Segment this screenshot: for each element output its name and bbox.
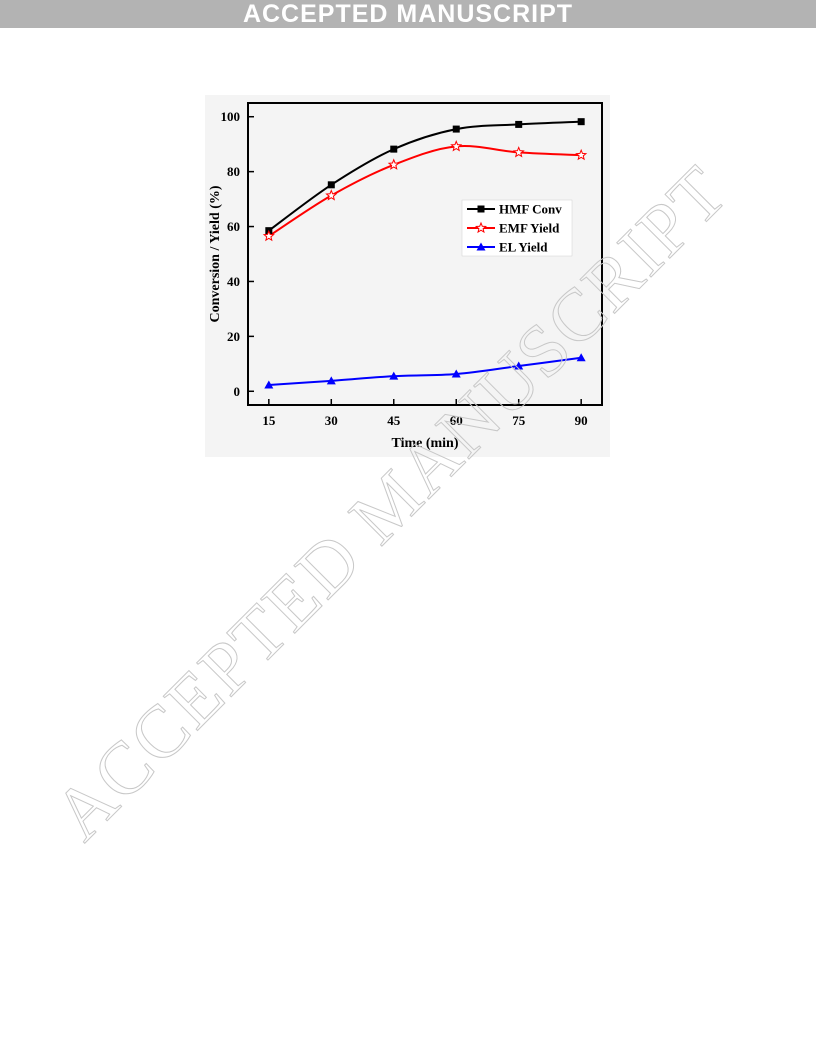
legend-label: HMF Conv [499, 202, 562, 217]
el-yield-point [514, 361, 524, 370]
y-tick-label: 20 [227, 329, 240, 344]
y-tick-label: 0 [234, 384, 241, 399]
emf-yield-point [575, 148, 588, 161]
y-tick-label: 60 [227, 219, 240, 234]
hmf-conv-legend-marker [477, 205, 485, 213]
chart-background [205, 95, 610, 457]
hmf-conv-point [390, 145, 398, 153]
banner-text: ACCEPTED MANUSCRIPT [242, 0, 574, 28]
el-yield-line [268, 356, 582, 386]
x-axis-label: Time (min) [391, 436, 458, 451]
el-yield-point [326, 376, 336, 385]
plot-frame [247, 102, 603, 406]
el-yield-point [264, 380, 274, 389]
hmf-conv-point [515, 120, 523, 128]
emf-yield-point [262, 229, 275, 242]
emf-yield-legend-marker [474, 221, 488, 234]
el-yield-point [389, 371, 399, 380]
hmf-conv-point [327, 181, 335, 189]
emf-yield-point [450, 140, 463, 152]
y-axis-label: Conversion / Yield (%) [208, 185, 223, 322]
emf-yield-point [512, 146, 525, 158]
y-axis: 0 20 40 60 80 100 [221, 109, 254, 399]
manuscript-banner: ACCEPTED MANUSCRIPT [0, 0, 816, 28]
x-tick-label: 75 [512, 413, 526, 428]
y-tick-label: 40 [227, 274, 240, 289]
x-tick-label: 15 [262, 413, 276, 428]
x-tick-label: 45 [387, 413, 401, 428]
legend-label: EMF Yield [499, 221, 560, 236]
emf-yield-point [325, 189, 338, 201]
x-axis: 15 30 45 60 75 90 [262, 399, 588, 428]
y-tick-label: 80 [227, 164, 240, 179]
el-yield-point [576, 353, 586, 362]
el-yield-point [451, 369, 461, 378]
y-tick-label: 100 [221, 109, 241, 124]
emf-yield-point [387, 158, 400, 170]
series-markers [262, 118, 588, 389]
hmf-conv-point [577, 118, 585, 126]
x-tick-label: 90 [575, 413, 588, 428]
legend: HMF Conv EMF Yield EL Yield [461, 199, 573, 257]
x-tick-label: 30 [325, 413, 338, 428]
el-yield-legend-marker [476, 242, 486, 251]
legend-label: EL Yield [499, 240, 548, 255]
x-tick-label: 60 [450, 413, 463, 428]
hmf-conv-point [452, 125, 460, 133]
